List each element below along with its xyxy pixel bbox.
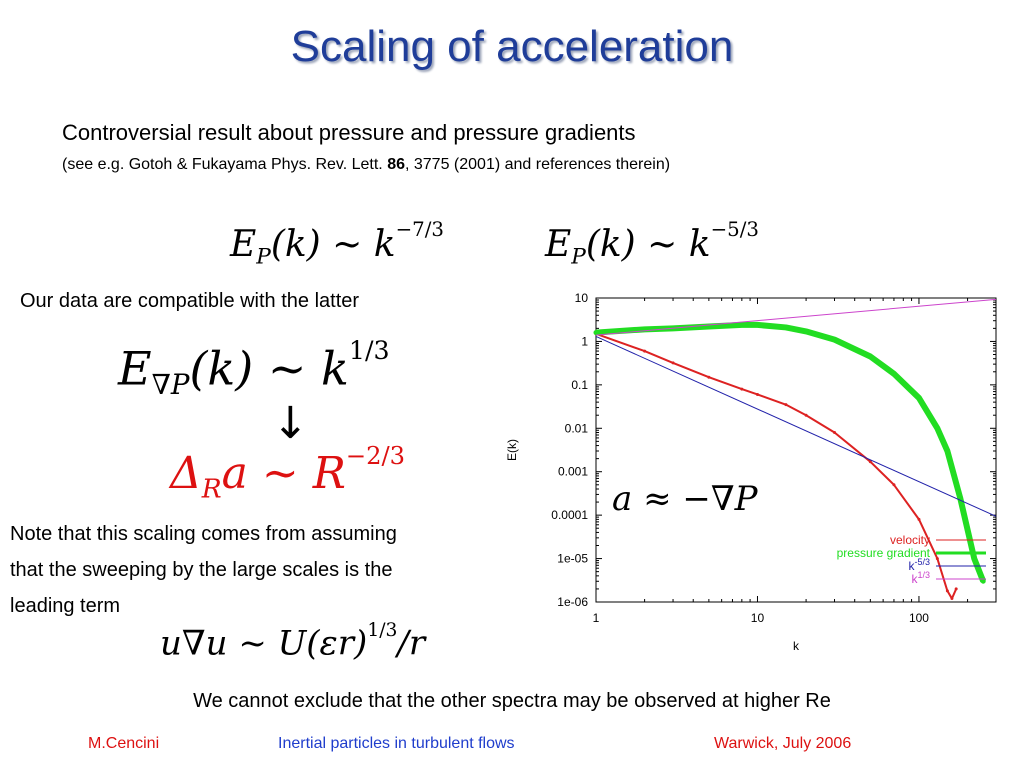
note-line: that the sweeping by the large scales is…	[10, 559, 393, 581]
note-text: Note that this scaling comes from assumi…	[10, 516, 397, 624]
equation-ep-minus-7-3: EP(k) ~ k−7/3	[230, 218, 445, 270]
data-point	[804, 413, 808, 417]
data-point	[593, 330, 599, 336]
x-tick-label: 100	[909, 611, 929, 625]
down-arrow-icon: ↓	[272, 398, 309, 449]
data-point	[892, 483, 896, 487]
data-point	[944, 448, 950, 454]
data-point	[671, 361, 675, 365]
y-tick-label: 0.01	[565, 421, 589, 435]
note-line: Note that this scaling comes from assumi…	[10, 523, 397, 545]
y-tick-label: 1e-06	[557, 595, 588, 609]
legend-label: pressure gradient	[837, 546, 931, 560]
data-point	[707, 375, 711, 379]
equation-accel: a ≈ −∇P	[612, 479, 759, 519]
x-tick-label: 10	[751, 611, 765, 625]
y-tick-label: 1	[581, 334, 588, 348]
legend-exponent: -5/3	[914, 557, 930, 567]
x-axis-label: k	[793, 639, 800, 653]
y-tick-label: 0.1	[571, 378, 588, 392]
equation-delta-r: ΔRa ~ R−2/3	[170, 442, 406, 505]
note-line: leading term	[10, 595, 121, 617]
y-tick-label: 1e-05	[557, 552, 588, 566]
data-point	[832, 337, 838, 343]
y-tick-label: 0.001	[558, 465, 588, 479]
data-point	[917, 517, 921, 521]
legend-label: k1/3	[911, 570, 930, 586]
data-point	[971, 556, 977, 562]
data-point	[945, 589, 949, 593]
series-line-3	[595, 298, 997, 336]
reference-after: , 3775 (2001) and references therein)	[404, 156, 671, 173]
plot-frame	[595, 297, 997, 603]
legend-label: velocity	[890, 533, 930, 547]
equation-egrad: E∇P(k) ~ k1/3	[118, 336, 390, 401]
reference-volume: 86	[387, 156, 405, 173]
data-point	[980, 578, 986, 584]
data-point	[891, 371, 897, 377]
footer-author: M.Cencini	[88, 735, 160, 752]
equation-sweeping: u∇u ~ U(εr)1/3/r	[160, 620, 426, 664]
data-point	[935, 557, 939, 561]
y-tick-label: 0.0001	[551, 508, 588, 522]
data-point	[740, 387, 744, 391]
data-point	[934, 425, 940, 431]
data-point	[916, 395, 922, 401]
x-tick-label: 1	[593, 611, 600, 625]
data-point	[755, 392, 759, 396]
bottom-statement: We cannot exclude that the other spectra…	[193, 690, 831, 712]
data-point	[833, 430, 837, 434]
subtitle: Controversial result about pressure and …	[62, 120, 636, 145]
reference-text: (see e.g. Gotoh & Fukayama Phys. Rev. Le…	[62, 156, 670, 174]
footer-talk-title: Inertial particles in turbulent flows	[278, 735, 515, 752]
data-point	[868, 460, 872, 464]
y-axis-label: E(k)	[505, 439, 519, 461]
data-point	[784, 403, 788, 407]
compatible-text: Our data are compatible with the latter	[20, 290, 360, 312]
data-point	[643, 349, 647, 353]
spectrum-chart: 10 1 0.1 0.01 0.001 0.0001 1e-05 1e-06 1 10 100 k E(…	[505, 291, 997, 653]
equation-ep-minus-5-3: EP(k) ~ k−5/3	[545, 218, 760, 270]
data-point	[783, 324, 789, 330]
data-point	[950, 597, 954, 601]
data-point	[739, 322, 745, 328]
footer-venue: Warwick, July 2006	[714, 735, 852, 752]
slide-title: Scaling of acceleration	[290, 22, 734, 71]
data-point	[954, 587, 958, 591]
reference-before: (see e.g. Gotoh & Fukayama Phys. Rev. Le…	[62, 156, 388, 173]
y-tick-label: 10	[575, 291, 589, 305]
data-point	[803, 328, 809, 334]
series-line-2	[595, 336, 997, 517]
series-line-0	[595, 332, 958, 600]
legend-exponent: 1/3	[917, 570, 930, 580]
data-point	[867, 353, 873, 359]
data-point	[754, 322, 760, 328]
